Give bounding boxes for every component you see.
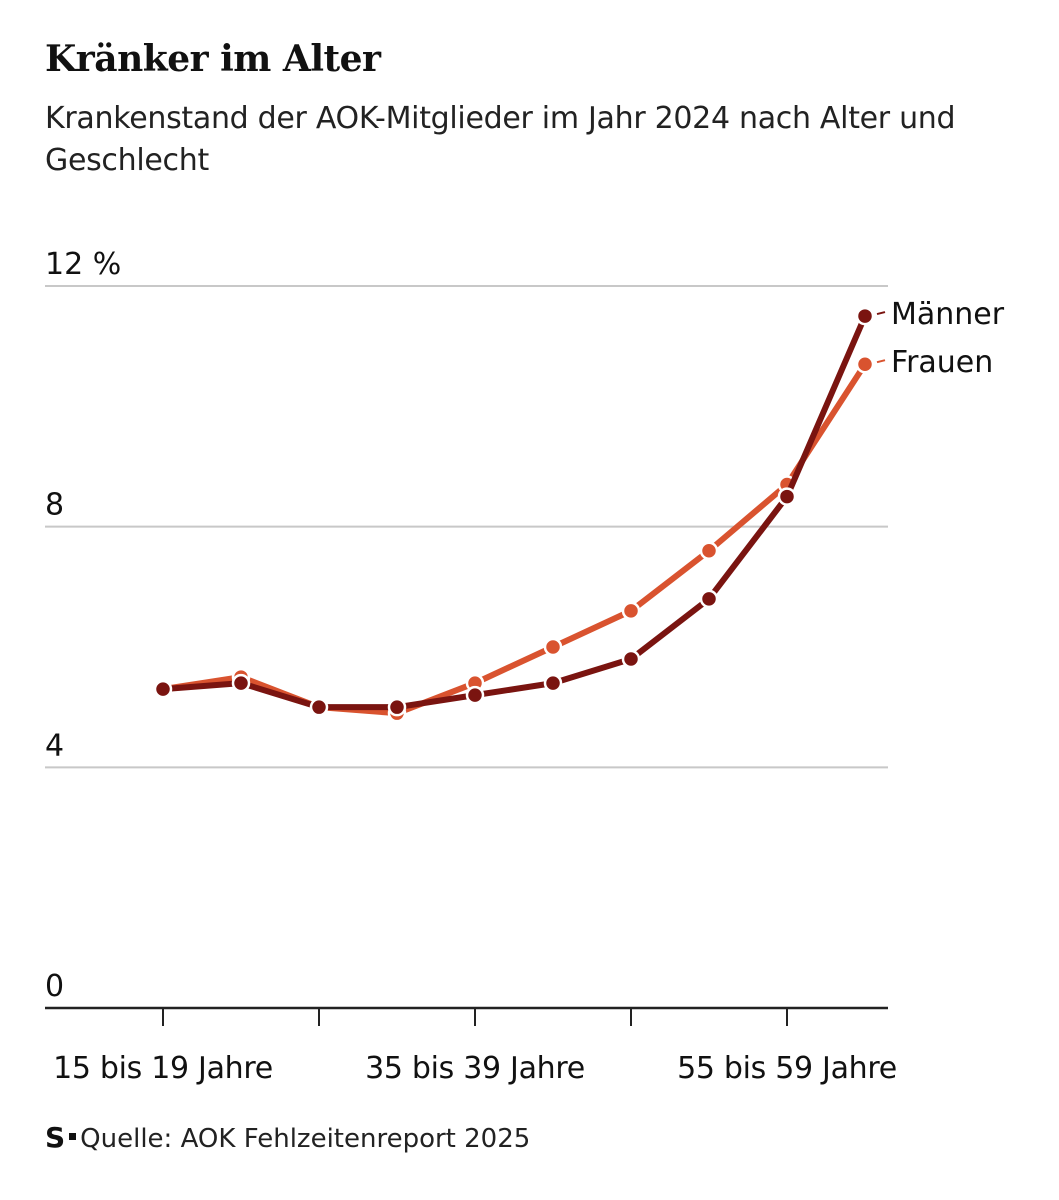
data-point-maenner	[231, 673, 251, 693]
chart-subtitle: Krankenstand der AOK-Mitglieder im Jahr …	[45, 101, 956, 178]
data-point-maenner	[621, 649, 641, 669]
legend-connector-maenner	[876, 311, 886, 316]
data-point-maenner	[855, 306, 875, 326]
data-point-maenner	[387, 697, 407, 717]
y-tick-label-4: 4	[45, 728, 64, 763]
data-point-frauen	[621, 601, 641, 621]
axis-labels: 0 4 8 12 % 15 bis 19 Jahre 35 bis 39 Jahre 55 …	[45, 247, 1005, 1086]
y-tick-label-0: 0	[45, 969, 64, 1004]
publisher-logo: S	[45, 1121, 66, 1154]
source-line: S Quelle: AOK Fehlzeitenreport 2025	[45, 1121, 530, 1154]
legend-connector-frauen	[876, 359, 886, 364]
data-point-frauen	[699, 541, 719, 560]
grid-lines	[45, 285, 888, 769]
x-axis	[45, 1006, 888, 1026]
chart-title: Kränker im Alter	[45, 38, 381, 80]
data-point-maenner	[465, 685, 485, 705]
series-lines	[153, 306, 875, 723]
legend-label-maenner: Männer	[891, 297, 1005, 332]
x-tick-label: 15 bis 19 Jahre	[53, 1051, 273, 1086]
series-line-maenner	[160, 313, 868, 711]
separator-dot	[69, 1133, 77, 1140]
data-point-frauen	[855, 354, 875, 374]
source-text: Quelle: AOK Fehlzeitenreport 2025	[80, 1124, 531, 1154]
y-tick-label-12: 12 %	[45, 247, 121, 282]
data-point-maenner	[309, 697, 329, 717]
series-line-frauen	[160, 361, 868, 717]
data-point-maenner	[153, 679, 173, 699]
data-point-maenner	[699, 589, 719, 609]
y-tick-label-8: 8	[45, 488, 64, 523]
data-point-maenner	[543, 673, 563, 693]
legend-label-frauen: Frauen	[891, 345, 993, 380]
data-point-maenner	[777, 487, 797, 506]
x-tick-label: 35 bis 39 Jahre	[365, 1051, 585, 1086]
x-tick-label: 55 bis 59 Jahre	[677, 1051, 897, 1086]
data-point-frauen	[543, 637, 563, 657]
